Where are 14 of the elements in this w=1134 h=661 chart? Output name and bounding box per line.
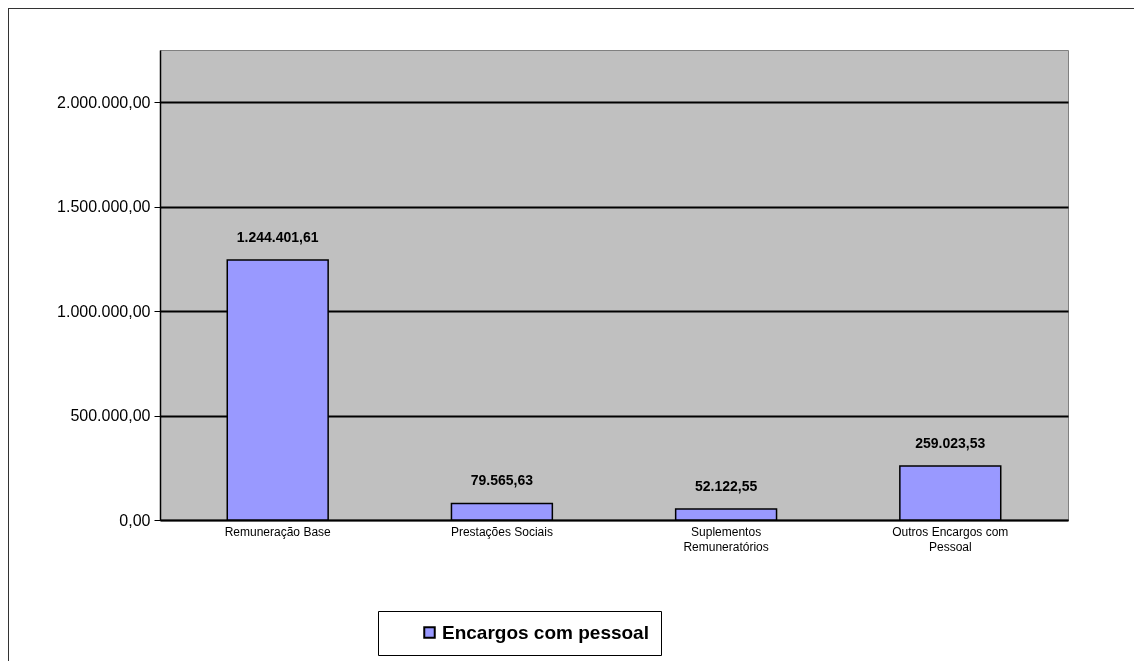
data-label: 259.023,53 [915,434,986,451]
y-tick-label: 1.500.000,00 [57,198,151,216]
data-label: 1.244.401,61 [236,229,319,246]
y-tick-label: 2.000.000,00 [57,93,151,111]
y-tick-label: 1.000.000,00 [57,302,151,320]
x-tick-label: Outros Encargos com Pessoal [892,524,1009,554]
y-tick-label: 500.000,00 [70,407,151,425]
x-tick-label: Prestações Sociais [450,524,553,539]
legend-label: Encargos com pessoal [442,621,649,643]
y-tick-label: 0,00 [119,511,151,529]
data-label: 52.122,55 [694,478,758,495]
data-label: 79.565,63 [470,472,534,489]
x-tick-label: Suplementos Remuneratórios [683,524,769,554]
x-tick-label: Remuneração Base [224,524,332,539]
